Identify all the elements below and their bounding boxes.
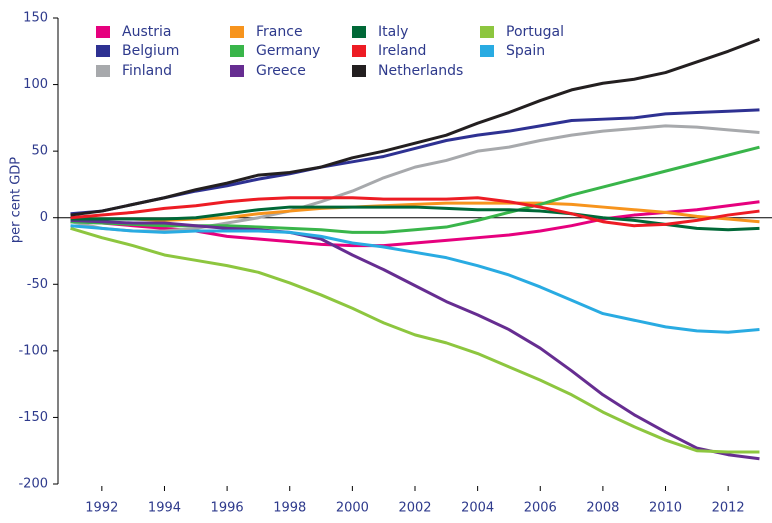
legend-swatch: [96, 45, 110, 57]
legend-swatch: [96, 26, 110, 38]
series-line: [70, 226, 760, 454]
legend-swatch: [352, 65, 366, 77]
legend-label: Belgium: [122, 43, 179, 59]
legend-swatch: [96, 65, 110, 77]
x-tick-label: 1992: [85, 501, 118, 516]
series-line: [70, 196, 760, 228]
x-tick-label: 1994: [148, 501, 181, 516]
x-tick-label: 2012: [712, 501, 745, 516]
legend-label: Spain: [506, 43, 545, 59]
y-tick-label: -200: [18, 477, 48, 492]
legend-label: Netherlands: [378, 63, 463, 79]
x-tick-label: 2008: [586, 501, 619, 516]
y-tick-label: 150: [23, 11, 48, 26]
y-tick-label: 50: [31, 144, 48, 159]
legend-swatch: [230, 65, 244, 77]
y-tick-label: -50: [27, 277, 48, 292]
series-line: [70, 37, 761, 217]
legend-label: Greece: [256, 63, 306, 79]
x-tick-label: 1996: [211, 501, 244, 516]
series-line: [70, 205, 760, 232]
legend-swatch: [480, 45, 494, 57]
legend-label: Germany: [256, 43, 320, 59]
legend-label: Finland: [122, 63, 172, 79]
x-tick-label: 2002: [398, 501, 431, 516]
legend-label: Ireland: [378, 43, 426, 59]
series-line: [70, 224, 760, 334]
x-tick-label: 1998: [273, 501, 306, 516]
x-tick-label: 2010: [649, 501, 682, 516]
legend-swatch: [230, 45, 244, 57]
legend-swatch: [352, 45, 366, 57]
x-tick-label: 2000: [336, 501, 369, 516]
y-axis-label: per cent GDP: [9, 157, 24, 243]
x-tick-label: 2006: [524, 501, 557, 516]
y-tick-label: 0: [40, 210, 48, 225]
legend-label: Portugal: [506, 24, 564, 40]
y-tick-label: 100: [23, 77, 48, 92]
legend-label: France: [256, 24, 303, 40]
series-line: [70, 124, 760, 233]
legend-label: Italy: [378, 24, 408, 40]
series-line: [70, 218, 760, 461]
y-tick-label: -150: [18, 410, 48, 425]
y-tick-label: -100: [18, 343, 48, 358]
legend-swatch: [480, 26, 494, 38]
x-tick-label: 2004: [461, 501, 494, 516]
legend-label: Austria: [122, 24, 171, 40]
legend-swatch: [352, 26, 366, 38]
legend-swatch: [230, 26, 244, 38]
